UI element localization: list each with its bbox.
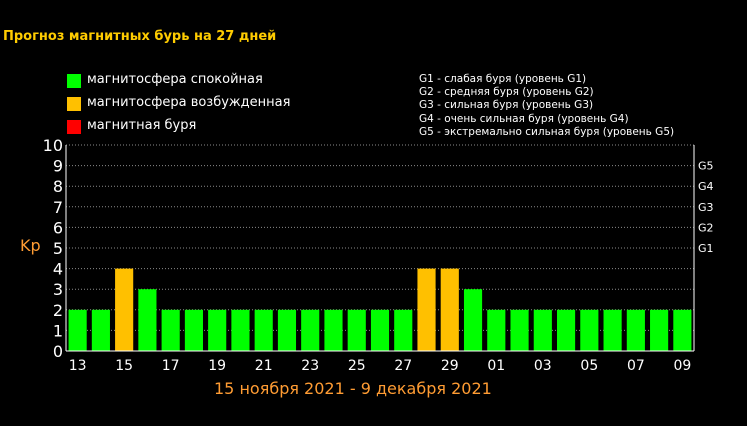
bar-15	[394, 309, 413, 351]
legend-label-quiet: магнитосфера спокойная	[87, 72, 263, 87]
storm-level-g3: G3 - сильная буря (уровень G3)	[419, 99, 594, 112]
x-tick-label: 25	[348, 358, 366, 374]
legend-swatch-quiet	[67, 74, 81, 88]
bar-27	[673, 309, 692, 351]
x-tick-label: 03	[534, 358, 552, 374]
x-tick-label: 21	[255, 358, 273, 374]
page-title: Прогноз магнитных бурь на 27 дней	[3, 29, 277, 44]
bars	[68, 268, 692, 351]
y-tick-label: 9	[53, 157, 63, 176]
y-tick-label: 4	[53, 260, 63, 279]
x-tick-label: 07	[627, 358, 645, 374]
bar-3	[115, 268, 134, 351]
storm-level-g2: G2 - средняя буря (уровень G2)	[419, 86, 594, 99]
legend-swatch-storm	[67, 120, 81, 134]
x-tick-label: 17	[162, 358, 180, 374]
y-tick-label: 8	[53, 177, 63, 196]
grid-lines	[66, 144, 694, 331]
g-level-tick-g1: G1	[698, 242, 714, 255]
legend-label-active: магнитосфера возбужденная	[87, 95, 291, 110]
bar-5	[161, 309, 180, 351]
x-tick-label: 29	[441, 358, 459, 374]
bar-1	[68, 309, 87, 351]
bar-19	[487, 309, 506, 351]
bar-25	[626, 309, 645, 351]
bar-7	[208, 309, 227, 351]
storm-level-g1: G1 - слабая буря (уровень G1)	[419, 73, 587, 85]
bar-12	[324, 309, 343, 351]
storm-level-g4: G4 - очень сильная буря (уровень G4)	[419, 112, 629, 125]
bar-4	[138, 289, 157, 351]
bar-6	[184, 309, 203, 351]
y-axis-label: Kp	[20, 236, 41, 255]
date-range-label: 15 ноября 2021 - 9 декабря 2021	[214, 379, 492, 398]
axes	[65, 145, 695, 352]
x-tick-label: 01	[487, 358, 505, 374]
y-tick-label: 0	[53, 342, 63, 361]
storm-level-list: G1 - слабая буря (уровень G1) G2 - средн…	[419, 73, 674, 139]
bar-9	[254, 309, 273, 351]
x-tick-label: 09	[673, 358, 691, 374]
legend-label-storm: магнитная буря	[87, 118, 197, 133]
y-tick-label: 2	[53, 301, 63, 320]
g-level-tick-g5: G5	[698, 160, 714, 173]
bar-10	[277, 309, 297, 351]
bar-11	[301, 309, 320, 351]
bar-20	[510, 309, 529, 351]
bar-18	[463, 289, 483, 351]
y-tick-label: 1	[53, 321, 63, 340]
bar-26	[650, 309, 669, 351]
x-tick-label: 05	[580, 358, 598, 374]
bar-17	[440, 268, 459, 351]
bar-8	[231, 309, 250, 351]
bar-2	[91, 309, 110, 351]
bar-14	[370, 309, 390, 351]
y-tick-label: 7	[53, 198, 63, 217]
legend-swatch-active	[67, 97, 81, 111]
bar-23	[580, 309, 599, 351]
x-tick-label: 15	[115, 358, 133, 374]
bar-13	[347, 309, 366, 351]
g-level-tick-g3: G3	[698, 201, 714, 214]
y-tick-label: 3	[53, 280, 63, 299]
bar-24	[603, 309, 622, 351]
y-tick-label: 6	[53, 218, 63, 237]
y-tick-label: 10	[43, 136, 63, 155]
x-tick-label: 23	[301, 358, 319, 374]
storm-level-g5: G5 - экстремально сильная буря (уровень …	[419, 125, 675, 138]
x-tick-label: 13	[69, 358, 87, 374]
g-level-tick-g4: G4	[698, 180, 714, 193]
y-tick-label: 5	[53, 239, 63, 258]
bar-21	[533, 309, 552, 351]
x-tick-label: 19	[208, 358, 226, 374]
bar-22	[557, 309, 576, 351]
x-tick-label: 27	[394, 358, 412, 374]
bar-16	[417, 268, 436, 351]
g-level-tick-g2: G2	[698, 221, 714, 234]
